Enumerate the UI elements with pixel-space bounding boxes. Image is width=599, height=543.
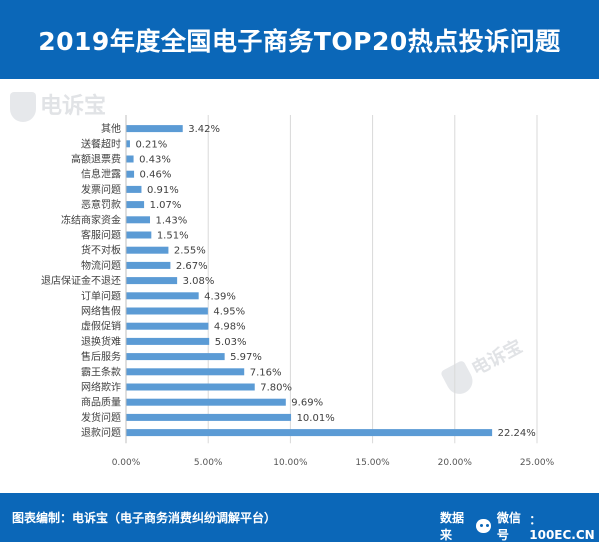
category-label: 虚假促销 (81, 320, 121, 333)
footer-source: 图表编制：电诉宝（电子商务消费纠纷调解平台） (12, 511, 277, 525)
value-label: 3.08% (183, 276, 215, 287)
category-label: 订单问题 (81, 289, 121, 302)
category-label: 冻结商家资金 (61, 213, 121, 226)
x-tick-label: 10.00% (273, 458, 308, 468)
bar (126, 216, 151, 224)
x-tick-label: 20.00% (438, 458, 473, 468)
category-label: 信息泄露 (81, 168, 121, 181)
value-label: 7.80% (260, 383, 292, 394)
value-label: 1.43% (156, 215, 188, 226)
bar (126, 231, 152, 239)
chart-title: 2019年度全国电子商务TOP20热点投诉问题 (38, 26, 561, 56)
bar (126, 170, 135, 178)
category-label: 商品质量 (81, 396, 121, 409)
category-label: 发票问题 (81, 183, 121, 196)
value-label: 1.07% (150, 200, 182, 211)
x-tick-label: 15.00% (355, 458, 390, 468)
bar-chart-svg: 0.00% 5.00% 10.00% 15.00% 20.00% 25.00% 其他 3.42… (41, 115, 555, 468)
value-label: 4.98% (214, 322, 246, 333)
bar (126, 383, 255, 391)
category-label: 恶意罚款 (81, 198, 121, 211)
bar (126, 337, 210, 345)
value-label: 4.95% (213, 307, 245, 318)
footer-bar: 图表编制：电诉宝（电子商务消费纠纷调解平台） 数据来 微信号 ：100EC.CN (0, 493, 599, 542)
bar (126, 140, 130, 148)
bar (126, 246, 169, 254)
bar (126, 155, 134, 163)
wechat-icon (476, 519, 491, 533)
bar (126, 413, 292, 421)
value-label: 1.51% (157, 231, 189, 242)
value-label: 10.01% (297, 413, 335, 424)
category-label: 网络欺诈 (81, 381, 121, 394)
x-tick-label: 5.00% (194, 458, 223, 468)
value-label: 3.42% (188, 124, 220, 135)
bar (126, 353, 225, 361)
value-label: 2.55% (174, 246, 206, 257)
value-label: 22.24% (498, 428, 536, 439)
x-tick-label: 0.00% (112, 458, 141, 468)
footer-data-label: 数据来 (440, 511, 465, 542)
category-label: 物流问题 (81, 259, 121, 272)
value-label: 0.21% (135, 139, 167, 150)
bar (126, 201, 145, 209)
category-label: 发货问题 (81, 411, 121, 424)
category-label: 货不对板 (81, 244, 121, 257)
bar (126, 277, 178, 285)
footer-data-source: 数据来 微信号 ：100EC.CN (440, 509, 599, 543)
category-label: 退店保证金不退还 (41, 274, 121, 287)
value-label: 9.69% (291, 398, 323, 409)
value-label: 0.91% (147, 185, 179, 196)
category-label: 客服问题 (81, 229, 121, 242)
bar (126, 307, 208, 315)
value-label: 5.03% (215, 337, 247, 348)
bar (126, 185, 142, 193)
value-label: 4.39% (204, 291, 236, 302)
value-label: 5.97% (230, 352, 262, 363)
bar (126, 292, 199, 300)
x-tick-label: 25.00% (520, 458, 555, 468)
value-label: 0.43% (139, 155, 171, 166)
bar (126, 398, 286, 406)
chart-header: 2019年度全国电子商务TOP20热点投诉问题 (0, 0, 599, 79)
footer-site: ：100EC.CN (529, 512, 595, 542)
category-label: 送餐超时 (81, 137, 121, 150)
bar (126, 429, 493, 437)
value-label: 7.16% (250, 367, 282, 378)
value-label: 0.46% (140, 170, 172, 181)
category-label: 退换货难 (81, 335, 121, 348)
category-label: 售后服务 (81, 350, 121, 363)
category-label: 退款问题 (81, 426, 121, 439)
category-label: 其他 (101, 122, 121, 135)
category-label: 霸王条款 (81, 365, 121, 378)
category-label: 网络售假 (81, 305, 121, 318)
bar (126, 125, 183, 133)
bar (126, 368, 245, 376)
bar (126, 261, 171, 269)
bar-chart: 0.00% 5.00% 10.00% 15.00% 20.00% 25.00% 其他 3.42… (0, 95, 599, 475)
bar (126, 322, 209, 330)
value-label: 2.67% (176, 261, 208, 272)
category-label: 高额退票费 (71, 153, 121, 166)
footer-wechat-label: 微信号 (496, 511, 521, 542)
